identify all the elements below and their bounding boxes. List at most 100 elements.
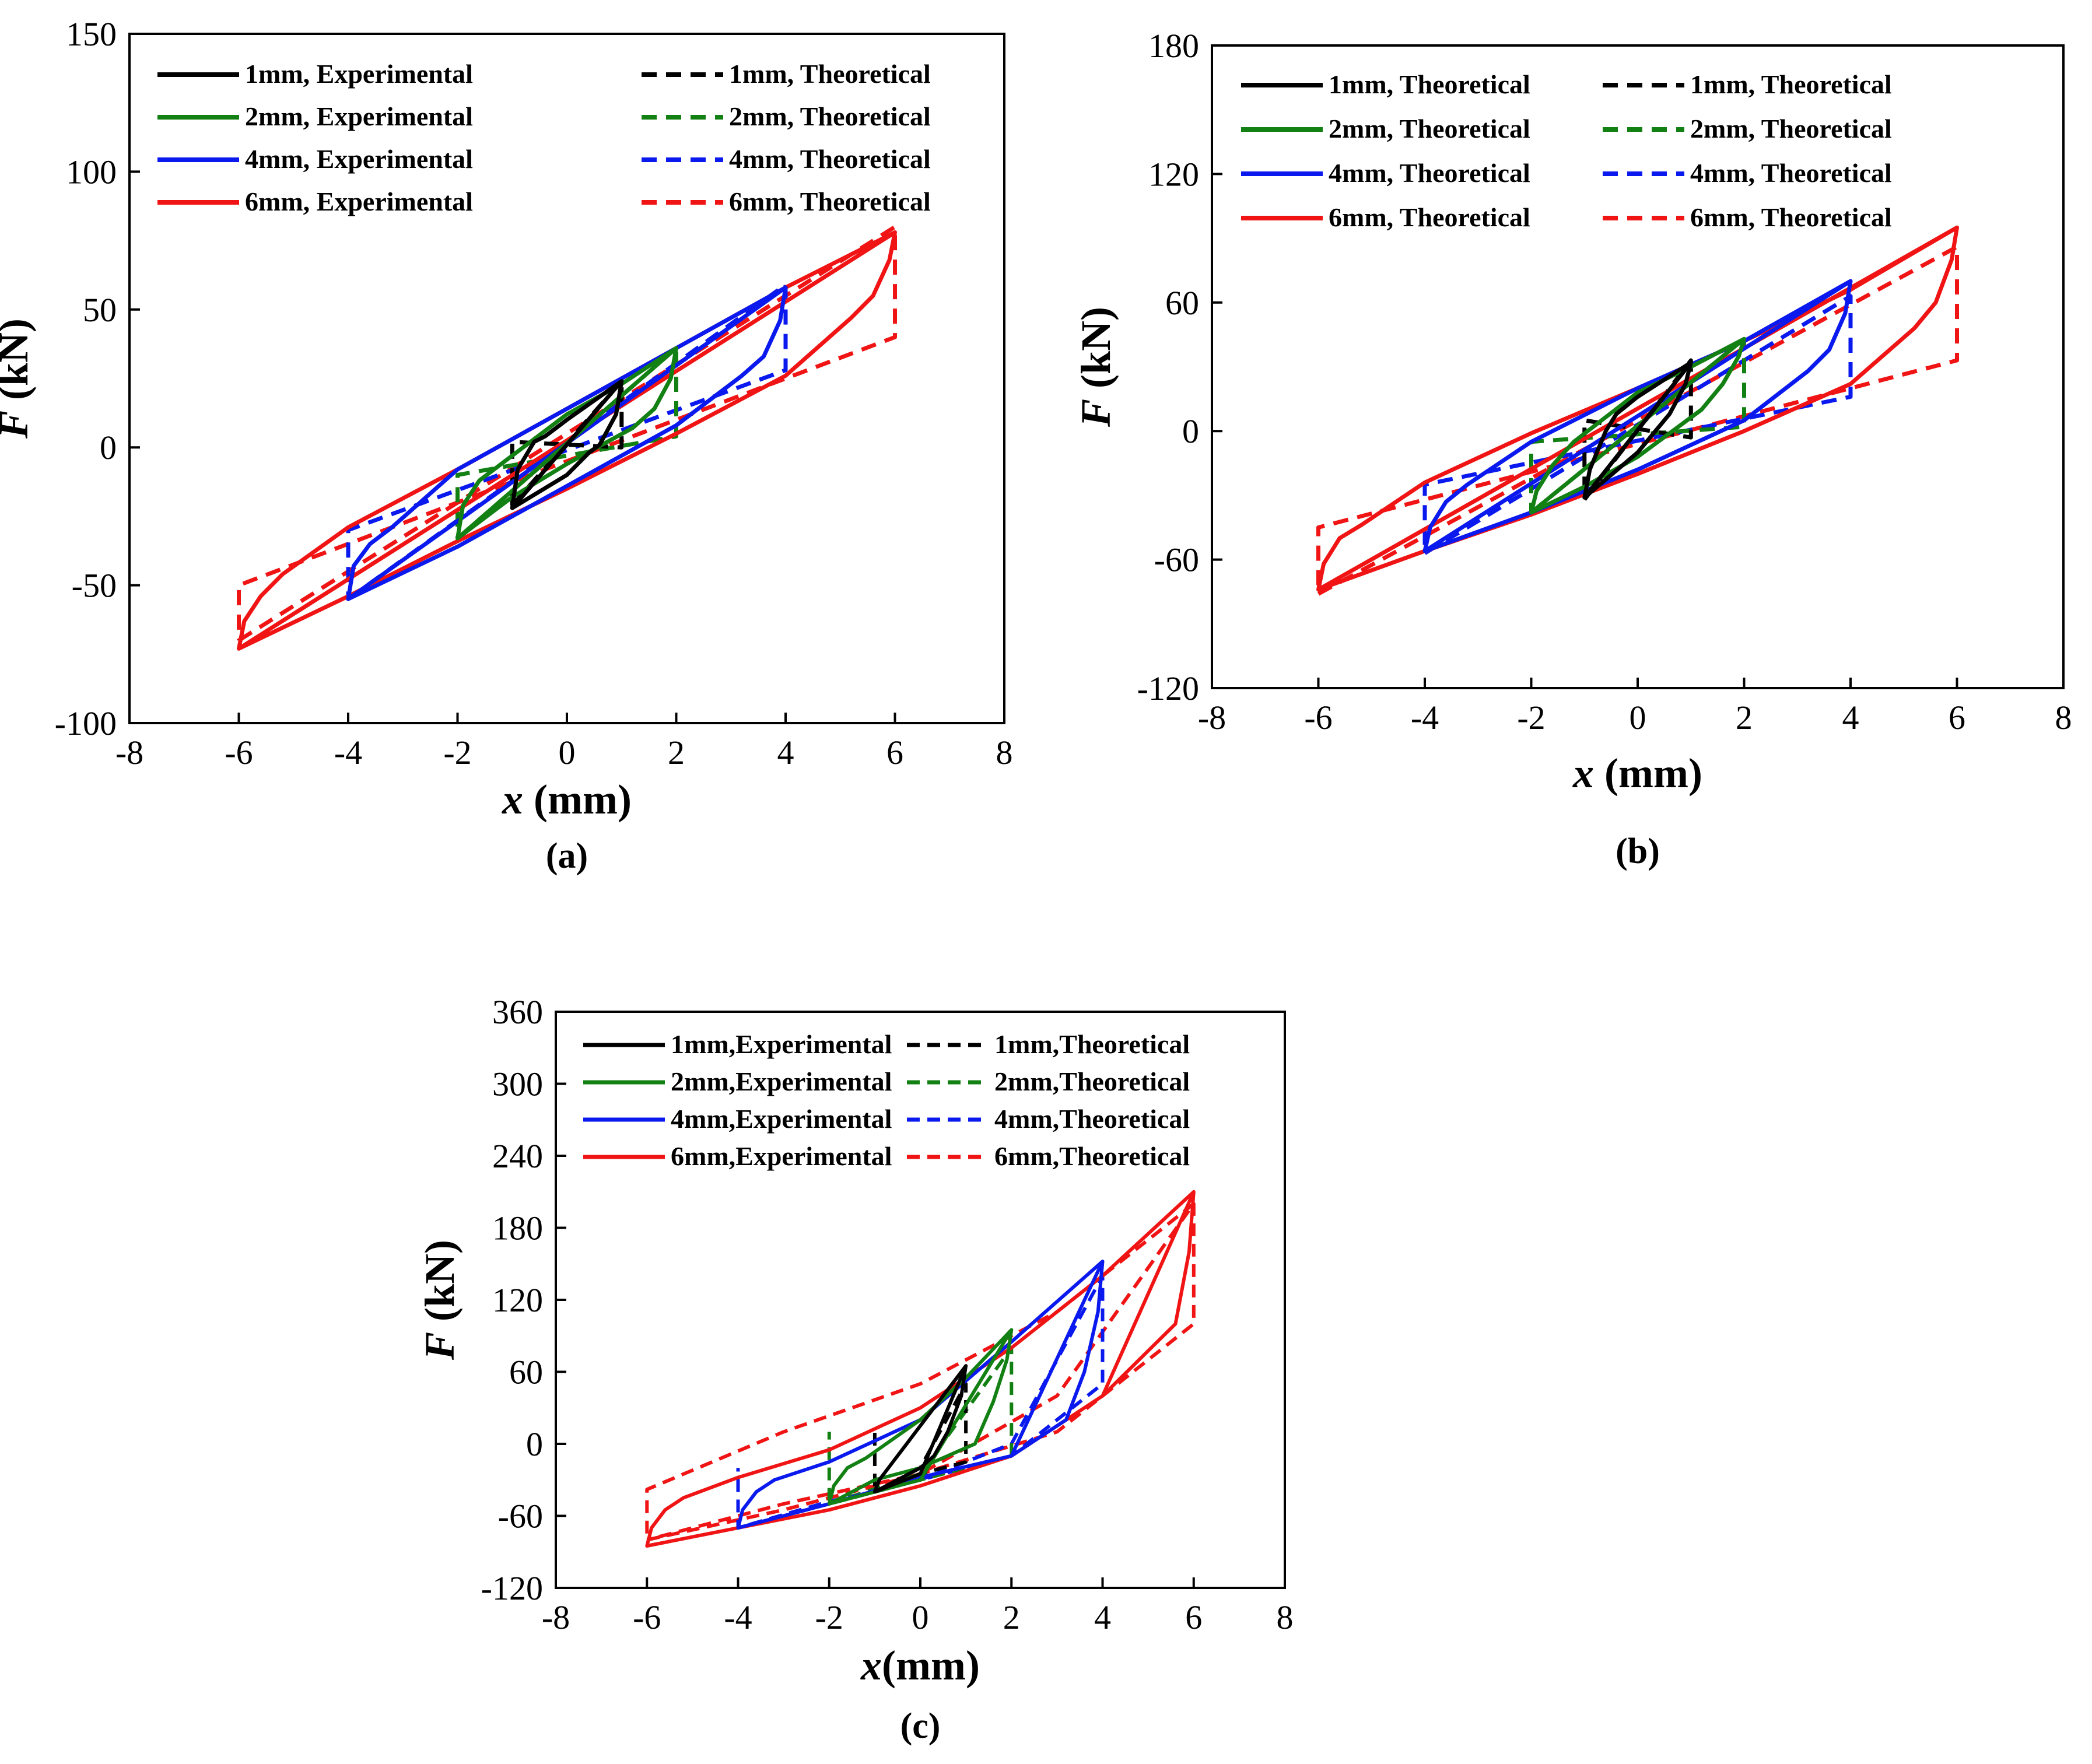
legend-label: 4mm,Theoretical (994, 1104, 1190, 1134)
y-tick-label: -120 (481, 1569, 543, 1607)
panel-label: (b) (1616, 832, 1660, 871)
y-axis-title: F (kN) (0, 318, 37, 439)
x-tick-label: -4 (334, 734, 362, 771)
x-axis-title: x(mm) (860, 1642, 980, 1689)
y-tick-label: 100 (66, 153, 117, 191)
data-series-group (237, 225, 897, 651)
y-tick-label: 0 (1182, 412, 1199, 450)
x-tick-label: 8 (1277, 1598, 1294, 1636)
legend-label: 1mm,Theoretical (994, 1029, 1190, 1059)
y-axis-title-unit: (kN) (1073, 307, 1119, 399)
x-tick-label: 2 (668, 734, 685, 771)
x-axis-title: x (mm) (502, 776, 632, 823)
chart-panel-c: -8 -6 -4 -2 0 2 4 6 8-120-60060120180240300360x(… (416, 993, 1294, 1746)
legend-label: 2mm, Theoretical (1329, 114, 1530, 143)
legend-label: 4mm, Theoretical (1690, 158, 1892, 188)
series-line-4mm-solid (346, 285, 788, 601)
x-tick-label: 4 (1094, 1598, 1111, 1636)
legend: 1mm, Experimental 1mm, Theoretical 2mm, Ex… (157, 59, 931, 216)
y-tick-label: 150 (66, 15, 117, 53)
series-line-2mm-solid (1529, 336, 1746, 515)
x-tick-label: -6 (633, 1598, 661, 1636)
y-tick-label: 0 (100, 429, 117, 467)
plot-frame (128, 33, 1005, 724)
legend-label: 6mm, Theoretical (1329, 202, 1530, 232)
legend-label: 4mm,Experimental (671, 1104, 892, 1134)
x-axis-title-unit: (mm) (1594, 750, 1702, 797)
legend: 1mm,Experimental 1mm,Theoretical 2mm,Exper… (583, 1029, 1190, 1171)
y-tick-label: 120 (492, 1281, 543, 1319)
legend-label: 1mm, Theoretical (729, 59, 931, 89)
chart-panel-a: -8 -6 -4 -2 0 2 4 6 8 -100 -50 0 50 100 150 x (mm) F (kN… (0, 15, 1013, 876)
x-tick-label: 2 (1736, 699, 1753, 737)
y-tick-label: 60 (509, 1353, 543, 1391)
x-axis-title-var: x (502, 776, 523, 823)
series-line-6mm-solid (237, 230, 897, 651)
series-line-6mm-dashed (237, 225, 897, 643)
series-line-1mm-solid (1582, 360, 1693, 500)
series-line-1mm-solid (872, 1364, 968, 1494)
legend-label: 1mm, Experimental (245, 59, 473, 89)
y-tick-label: 180 (1148, 27, 1199, 65)
y-tick-label: 60 (1165, 284, 1199, 322)
x-tick-label: -4 (724, 1598, 752, 1636)
x-axis-title-unit: (mm) (882, 1642, 980, 1689)
x-tick-label: 6 (1185, 1598, 1202, 1636)
x-tick-label: -2 (443, 734, 471, 771)
y-axis-title-var: F (416, 1332, 463, 1360)
legend-label: 6mm,Experimental (671, 1141, 892, 1171)
legend-label: 1mm, Theoretical (1329, 69, 1530, 99)
chart-panel-b: -8 -6 -4 -2 0 2 4 6 8 -120 -60 0 60 120 180 x (mm) F (kN… (1073, 27, 2072, 871)
series-line-4mm-solid (736, 1260, 1105, 1530)
x-tick-label: 0 (559, 734, 576, 771)
legend-label: 6mm, Theoretical (1690, 202, 1892, 232)
series-line-2mm-solid (827, 1328, 1014, 1506)
legend-label: 6mm, Theoretical (729, 187, 931, 216)
data-series-group (645, 1190, 1196, 1548)
x-tick-label: 2 (1003, 1598, 1020, 1636)
x-tick-label: 0 (912, 1598, 929, 1636)
x-tick-label: 4 (1842, 699, 1859, 737)
y-tick-label: 0 (526, 1425, 543, 1463)
x-tick-label: -2 (1517, 699, 1545, 737)
x-tick-label: -6 (1304, 699, 1332, 737)
legend-label: 1mm, Theoretical (1690, 69, 1892, 99)
x-tick-label: 0 (1630, 699, 1646, 737)
x-tick-label: -6 (225, 734, 253, 771)
legend-label: 6mm,Theoretical (994, 1141, 1190, 1171)
x-tick-label: 6 (886, 734, 903, 771)
y-tick-label: 360 (492, 993, 543, 1031)
x-tick-label: -8 (1198, 699, 1226, 737)
legend-label: 4mm, Theoretical (729, 144, 931, 174)
series-line-2mm-dashed (455, 346, 678, 540)
legend-label: 2mm,Theoretical (994, 1067, 1190, 1096)
series-line-2mm-solid (455, 346, 678, 541)
y-tick-label: -50 (72, 567, 117, 605)
legend-label: 4mm, Theoretical (1329, 158, 1530, 188)
y-axis-title: F (kN) (416, 1240, 463, 1360)
series-line-4mm-dashed (346, 282, 788, 601)
y-tick-label: -100 (55, 704, 117, 742)
legend-label: 1mm,Experimental (671, 1029, 892, 1059)
y-tick-label: 180 (492, 1209, 543, 1247)
series-line-6mm-solid (1316, 225, 1959, 592)
y-tick-label: 50 (83, 291, 117, 329)
legend: 1mm, Theoretical 1mm, Theoretical 2mm, The… (1241, 69, 1892, 232)
series-line-4mm-solid (1422, 279, 1853, 553)
legend-label: 2mm, Theoretical (729, 101, 931, 131)
panel-label: (a) (546, 836, 588, 876)
x-axis-title: x (mm) (1572, 750, 1702, 797)
legend-label: 4mm, Experimental (245, 144, 473, 174)
x-tick-label: 8 (2055, 699, 2072, 737)
x-tick-label: -8 (115, 734, 143, 771)
x-tick-label: 8 (996, 734, 1013, 771)
y-tick-label: -60 (1154, 541, 1199, 579)
y-tick-label: -60 (498, 1498, 543, 1535)
y-axis-title-var: F (0, 411, 37, 439)
plot-frame (555, 1011, 1286, 1589)
x-tick-label: -2 (815, 1598, 843, 1636)
legend-label: 2mm, Experimental (245, 101, 473, 131)
y-axis-title-var: F (1073, 399, 1119, 427)
y-axis-title: F (kN) (1073, 307, 1119, 427)
x-tick-label: 4 (777, 734, 794, 771)
